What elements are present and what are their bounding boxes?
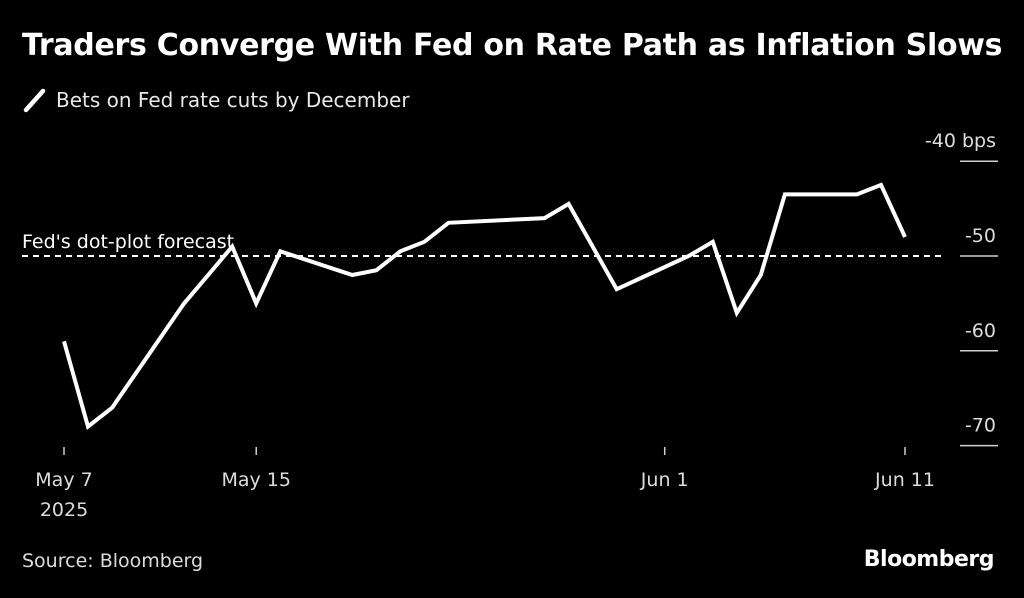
x-tick-label: May 15 bbox=[221, 469, 291, 491]
brand-logo: Bloomberg bbox=[863, 547, 995, 572]
chart-title: Traders Converge With Fed on Rate Path a… bbox=[22, 28, 1003, 63]
reference-line-label: Fed's dot-plot forecast bbox=[22, 231, 234, 253]
y-tick-label: -40 bps bbox=[925, 130, 996, 152]
legend: Bets on Fed rate cuts by December bbox=[22, 86, 410, 114]
x-tick-label: Jun 11 bbox=[874, 469, 935, 491]
y-tick-label: -50 bbox=[965, 225, 996, 247]
legend-swatch-icon bbox=[23, 88, 46, 113]
source-note: Source: Bloomberg bbox=[22, 550, 204, 572]
x-tick-label: May 7 bbox=[35, 469, 92, 491]
legend-label: Bets on Fed rate cuts by December bbox=[56, 88, 410, 112]
x-tick-label: Jun 1 bbox=[640, 469, 689, 491]
series-line bbox=[62, 182, 907, 431]
y-tick-label: -70 bbox=[965, 415, 996, 437]
x-tick-sublabel: 2025 bbox=[40, 499, 88, 521]
y-tick-label: -60 bbox=[965, 320, 996, 342]
